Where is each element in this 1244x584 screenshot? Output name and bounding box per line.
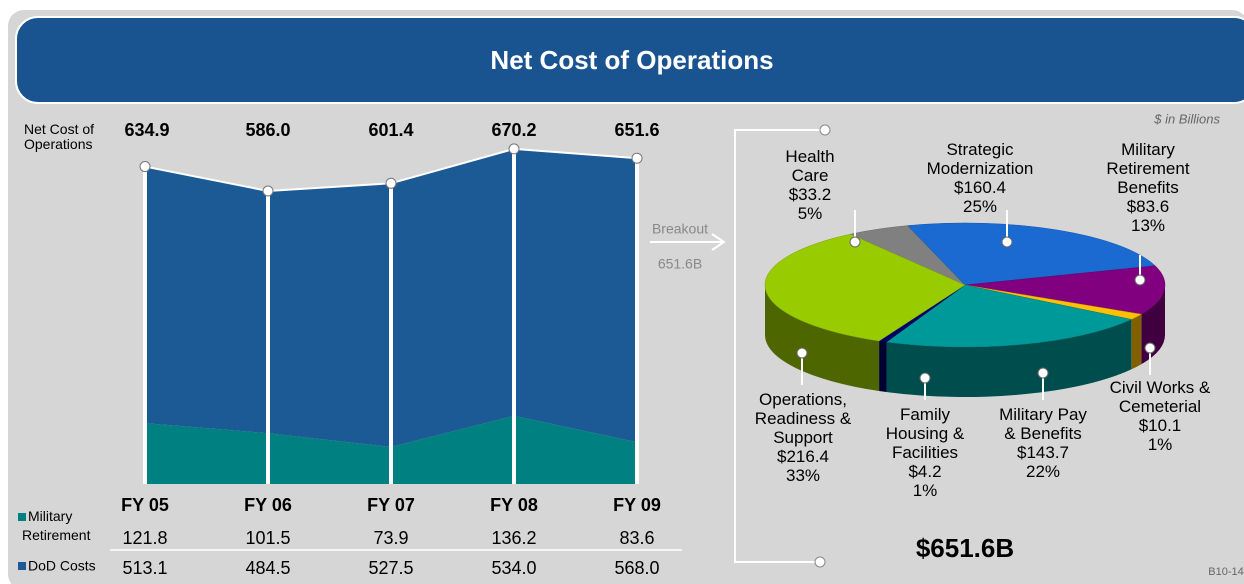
total-label: 586.0 — [245, 120, 290, 140]
unit-note: $ in Billions — [1153, 111, 1220, 126]
slice-percent: 1% — [912, 481, 938, 500]
total-point — [139, 161, 151, 173]
leader-dot — [919, 372, 931, 384]
breakout-value: 651.6B — [658, 256, 702, 272]
header-bar — [15, 16, 1244, 104]
slice-value: $33.2 — [788, 185, 832, 204]
bracket-end — [819, 124, 831, 136]
slice-name: Strategic Modernization — [926, 140, 1034, 178]
slice-name: Military Retirement Benefits — [1106, 140, 1190, 197]
slice-value: $10.1 — [1138, 416, 1182, 435]
slice-name: Civil Works & Cemeterial — [1109, 378, 1211, 416]
slice-value: $216.4 — [777, 447, 829, 466]
military-value: 121.8 — [122, 528, 167, 548]
footer: B10-14 — [1208, 566, 1243, 578]
slice — [964, 265, 1166, 315]
slice-value: $160.4 — [954, 178, 1006, 197]
total-label: 651.6 — [614, 120, 659, 140]
pie-tops — [764, 222, 1166, 348]
slice — [764, 233, 966, 342]
slice-side — [1131, 314, 1142, 370]
slice-value: $143.7 — [1017, 443, 1069, 462]
pie-label: Operations, Readiness & Support $216.4 33% — [748, 390, 858, 485]
slice-name: Family Housing & Facilities — [885, 405, 965, 462]
x-tick-label: FY 07 — [367, 495, 415, 515]
slice-name: Health Care — [785, 147, 835, 185]
legend-swatch — [18, 513, 26, 521]
legend-swatch — [18, 562, 26, 570]
total-label: 601.4 — [368, 120, 413, 140]
dod-value: 527.5 — [368, 558, 413, 578]
dod-value: 484.5 — [245, 558, 290, 578]
dod-value: 513.1 — [122, 558, 167, 578]
x-tick-label: FY 08 — [490, 495, 538, 515]
pie-sides — [764, 285, 1165, 398]
x-tick-label: FY 09 — [613, 495, 661, 515]
net-cost-label: Net Cost of Operations — [24, 121, 95, 152]
pie-label: Health Care $33.2 5% — [775, 147, 845, 223]
total-point — [262, 185, 274, 197]
slice-side — [879, 340, 887, 393]
bracket-end — [814, 556, 826, 568]
slice-percent: 5% — [797, 204, 823, 223]
legend-label: Military Retirement — [22, 508, 91, 543]
x-tick-label: FY 06 — [244, 495, 292, 515]
breakout-label: Breakout — [652, 221, 708, 237]
slice-side — [764, 285, 880, 391]
military-value: 83.6 — [619, 528, 654, 548]
pie-label: Family Housing & Facilities $4.2 1% — [875, 405, 975, 500]
slice-side — [886, 319, 1132, 398]
dod-value: 534.0 — [491, 558, 536, 578]
slice-name: Operations, Readiness & Support — [754, 390, 852, 447]
leader-dot — [1001, 236, 1013, 248]
total-point — [631, 152, 643, 164]
slice-percent: 13% — [1130, 216, 1166, 235]
bracket — [734, 129, 825, 563]
pie-label: Military Retirement Benefits $83.6 13% — [1103, 140, 1193, 235]
slice-value: $4.2 — [908, 462, 942, 481]
slice-name: Military Pay & Benefits — [999, 405, 1087, 443]
x-tick-label: FY 05 — [121, 495, 169, 515]
leader-dot — [849, 236, 861, 248]
slice-percent: 33% — [785, 466, 821, 485]
pie-label: Civil Works & Cemeterial $10.1 1% — [1090, 378, 1230, 454]
leader-dot — [1037, 367, 1049, 379]
leader-dot — [796, 347, 808, 359]
slice-percent: 25% — [962, 197, 998, 216]
dod-value: 568.0 — [614, 558, 659, 578]
military-value: 73.9 — [373, 528, 408, 548]
slice-percent: 22% — [1025, 462, 1061, 481]
total-point — [508, 143, 520, 155]
leader-dot — [1134, 274, 1146, 286]
slice-value: $83.6 — [1126, 197, 1170, 216]
slice — [885, 284, 1133, 348]
legend-label: DoD Costs — [28, 558, 96, 574]
pie-label: Strategic Modernization $160.4 25% — [915, 140, 1045, 216]
title: Net Cost of Operations — [490, 45, 773, 75]
leader-dot — [1144, 342, 1156, 354]
total-label: 634.9 — [124, 120, 169, 140]
total-label: 670.2 — [491, 120, 536, 140]
slice-percent: 1% — [1147, 435, 1173, 454]
pie-total: $651.6B — [916, 533, 1014, 563]
pie-label: Military Pay & Benefits $143.7 22% — [998, 405, 1088, 481]
total-point — [385, 177, 397, 189]
military-value: 101.5 — [245, 528, 290, 548]
military-value: 136.2 — [491, 528, 536, 548]
arrow-head — [711, 233, 726, 251]
